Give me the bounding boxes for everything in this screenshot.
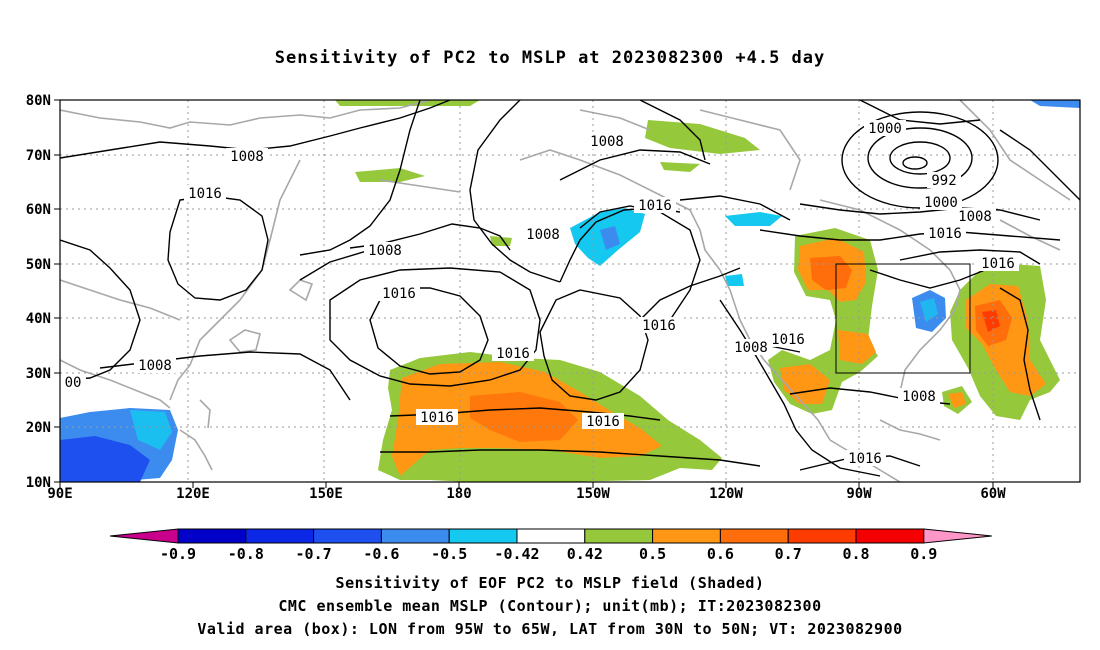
colorbar-tick-label: 0.7 <box>775 545 802 563</box>
lat-axis: 80N 70N 60N 50N 40N 30N 20N 10N <box>26 93 60 491</box>
colorbar-tick-label: 0.6 <box>707 545 734 563</box>
isobar-label: 1008 <box>734 340 768 356</box>
isobar-label: 1008 <box>590 134 624 150</box>
colorbar-segment <box>855 528 925 544</box>
isobar-label: 1016 <box>981 256 1015 272</box>
isobar-label: 00 <box>65 375 82 391</box>
isobar-label: 1016 <box>420 410 454 426</box>
colorbar-tick-label: 0.9 <box>910 545 937 563</box>
colorbar-segment <box>448 528 518 544</box>
isobar-label: 1016 <box>586 414 620 430</box>
isobar-label: 1008 <box>902 389 936 405</box>
lat-label: 60N <box>26 202 51 218</box>
lat-label: 80N <box>26 93 51 109</box>
valid-area-box <box>835 263 971 374</box>
isobar-label: 1008 <box>958 209 992 225</box>
colorbar-segment <box>652 528 721 544</box>
lat-label: 20N <box>26 420 51 436</box>
isobar-label: 1016 <box>642 318 676 334</box>
isobar-label: 1016 <box>188 186 222 202</box>
colorbar-segment <box>177 528 247 544</box>
isobar-label: 1016 <box>382 286 416 302</box>
isobar-label: 1000 <box>868 121 902 137</box>
lon-label: 60W <box>980 486 1006 502</box>
isobar-label: 992 <box>931 173 956 189</box>
colorbar-tick-label: -0.9 <box>160 545 196 563</box>
colorbar-segment <box>380 528 450 544</box>
lat-label: 10N <box>26 475 51 491</box>
colorbar-tick-label: 0.8 <box>842 545 869 563</box>
colorbar-arrow-left <box>109 528 179 544</box>
isobar-label: 1016 <box>638 198 672 214</box>
colorbar-tick-label: 0.5 <box>639 545 666 563</box>
caption-line-1: Sensitivity of EOF PC2 to MSLP field (Sh… <box>335 574 765 592</box>
lat-label: 40N <box>26 311 51 327</box>
colorbar-segment <box>719 528 789 544</box>
isobar-label: 1008 <box>230 149 264 165</box>
colorbar-segment <box>584 528 654 544</box>
isobar-label-group: 1008 1016 1016 1008 1008 1016 1008 1016 … <box>60 120 1019 467</box>
lat-label: 30N <box>26 366 51 382</box>
isobar-label: 1016 <box>928 226 962 242</box>
lon-label: 150W <box>576 486 610 502</box>
colorbar-arrow-right <box>923 528 992 544</box>
isobar-label: 1008 <box>526 227 560 243</box>
colorbar-segment <box>516 528 586 544</box>
isobar-label: 1008 <box>138 358 172 374</box>
lat-label: 70N <box>26 148 51 164</box>
colorbar-tick-label: -0.7 <box>296 545 332 563</box>
isobar-label: 1016 <box>496 346 530 362</box>
caption-line-2: CMC ensemble mean MSLP (Contour); unit(m… <box>278 597 822 615</box>
lat-label: 50N <box>26 257 51 273</box>
isobar-contours <box>60 100 1080 477</box>
lon-label: 120E <box>176 486 210 502</box>
colorbar-tick-label: 0.42 <box>567 545 603 563</box>
lon-label: 90W <box>846 486 872 502</box>
caption-line-3: Valid area (box): LON from 95W to 65W, L… <box>197 620 903 638</box>
colorbar-tick-label: -0.5 <box>431 545 467 563</box>
lon-axis: 90E 120E 150E 180 150W 120W 90W 60W <box>47 482 1006 502</box>
map-frame-border <box>59 99 1081 483</box>
isobar-label: 1016 <box>771 332 805 348</box>
lon-label: 150E <box>309 486 343 502</box>
isobar-label: 1008 <box>368 243 402 259</box>
isobar-label: 1016 <box>848 451 882 467</box>
colorbar-tick-label: -0.6 <box>363 545 399 563</box>
map-title: Sensitivity of PC2 to MSLP at 2023082300… <box>274 48 826 68</box>
colorbar-segment <box>245 528 315 544</box>
lon-label: 120W <box>709 486 743 502</box>
colorbar-segment <box>787 528 857 544</box>
colorbar-tick-label: -0.8 <box>228 545 264 563</box>
lon-label: 180 <box>446 486 471 502</box>
isobar-label: 1000 <box>924 195 958 211</box>
colorbar-segment <box>313 528 382 544</box>
colorbar-tick-label: -0.42 <box>494 545 539 563</box>
lon-label: 90E <box>47 486 72 502</box>
colorbar: -0.9 -0.8 -0.7 -0.6 -0.5 -0.42 0.42 0.5 0.6 0.7 0.… <box>109 528 992 563</box>
